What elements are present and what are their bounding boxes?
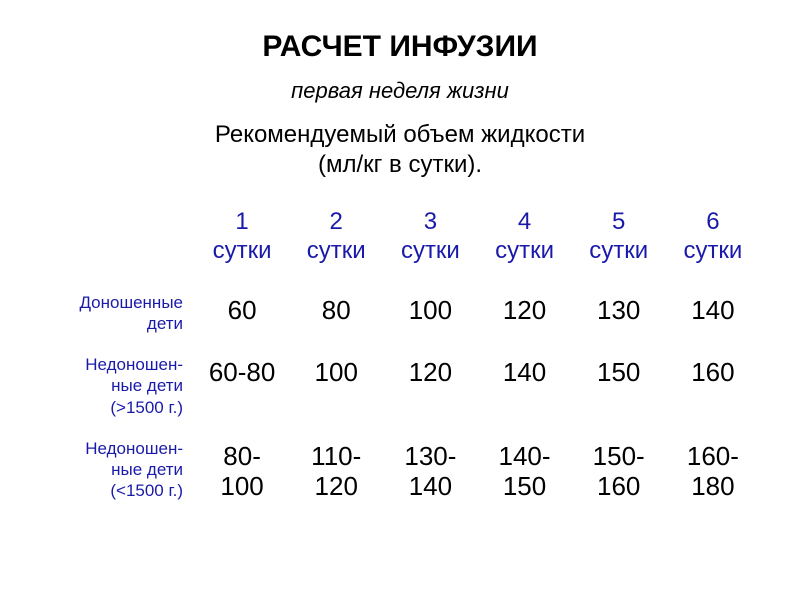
cell: 100 [289, 344, 383, 428]
cell: 60-80 [195, 344, 289, 428]
description-line1: Рекомендуемый объем жидкости [215, 121, 585, 148]
cell: 150 [572, 344, 666, 428]
col-header: 5сутки [572, 200, 666, 282]
cell: 140- 150 [477, 428, 571, 516]
page-subtitle: первая неделя жизни [40, 78, 760, 104]
infusion-table: 1сутки 2сутки 3сутки 4сутки 5сутки 6сутк… [40, 200, 760, 516]
cell: 120 [383, 344, 477, 428]
table-row: Недоношен- ные дети (>1500 г.) 60-80 100… [40, 344, 760, 428]
cell: 140 [477, 344, 571, 428]
table-row: Недоношен- ные дети (<1500 г.) 80- 100 1… [40, 428, 760, 516]
cell: 130- 140 [383, 428, 477, 516]
cell: 160- 180 [666, 428, 760, 516]
row-label: Доношенные дети [40, 282, 195, 345]
row-label: Недоношен- ные дети (<1500 г.) [40, 428, 195, 516]
cell: 110- 120 [289, 428, 383, 516]
description-line2: (мл/кг в сутки). [318, 151, 482, 178]
col-header: 6сутки [666, 200, 760, 282]
cell: 150- 160 [572, 428, 666, 516]
col-header: 4сутки [477, 200, 571, 282]
col-header: 3сутки [383, 200, 477, 282]
table-header-row: 1сутки 2сутки 3сутки 4сутки 5сутки 6сутк… [40, 200, 760, 282]
description: Рекомендуемый объем жидкости (мл/кг в су… [40, 120, 760, 180]
cell: 100 [383, 282, 477, 345]
cell: 140 [666, 282, 760, 345]
col-header: 2сутки [289, 200, 383, 282]
col-header: 1сутки [195, 200, 289, 282]
cell: 60 [195, 282, 289, 345]
table-row: Доношенные дети 60 80 100 120 130 140 [40, 282, 760, 345]
cell: 130 [572, 282, 666, 345]
cell: 120 [477, 282, 571, 345]
header-empty [40, 200, 195, 282]
cell: 160 [666, 344, 760, 428]
row-label: Недоношен- ные дети (>1500 г.) [40, 344, 195, 428]
page-title: РАСЧЕТ ИНФУЗИИ [40, 30, 760, 64]
cell: 80 [289, 282, 383, 345]
cell: 80- 100 [195, 428, 289, 516]
